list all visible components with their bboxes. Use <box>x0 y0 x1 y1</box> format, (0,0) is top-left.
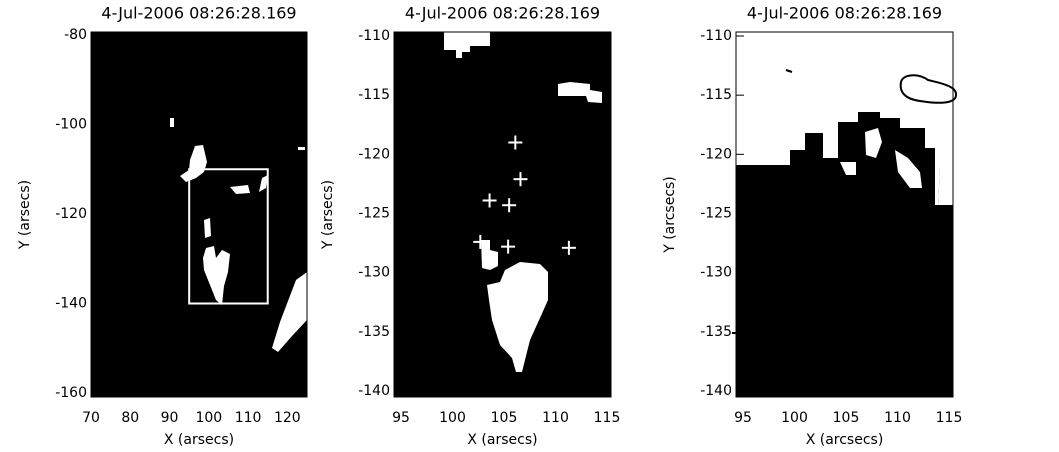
x-tick-label: 105 <box>491 410 518 426</box>
y-tick-label: -120 <box>358 146 390 162</box>
x-axis-label: X (arsecs) <box>467 432 537 448</box>
x-tick-label: 105 <box>833 410 860 426</box>
zoom-box <box>188 168 269 305</box>
cross-marker <box>501 239 516 254</box>
cross-marker <box>508 135 523 150</box>
y-tick-label: -135 <box>358 324 390 340</box>
x-tick-label: 115 <box>936 410 963 426</box>
frame <box>393 31 612 398</box>
y-tick-label: -125 <box>358 206 390 222</box>
y-tick-label: -130 <box>700 265 732 281</box>
y-tick-label: -130 <box>358 265 390 281</box>
y-axis-label: Y (arcsecs) <box>662 176 678 254</box>
x-tick-label: 95 <box>734 410 752 426</box>
chart-title: 4-Jul-2006 08:26:28.169 <box>101 4 296 23</box>
image-2 <box>394 32 637 397</box>
cross-marker <box>513 172 528 187</box>
y-tick-label: -135 <box>700 324 732 340</box>
x-tick-label: 115 <box>594 410 621 426</box>
x-tick-label: 110 <box>884 410 911 426</box>
frame <box>735 31 954 398</box>
x-tick-label: 100 <box>439 410 466 426</box>
y-tick-label: -140 <box>358 383 390 399</box>
y-tick-label: -80 <box>64 27 87 43</box>
x-tick-label: 100 <box>195 410 222 426</box>
x-tick-label: 70 <box>82 410 100 426</box>
cross-marker <box>473 234 488 249</box>
cross-marker <box>482 193 497 208</box>
y-tick-label: -140 <box>700 383 732 399</box>
y-tick-label: -125 <box>700 206 732 222</box>
y-tick-label: -110 <box>700 28 732 44</box>
y-tick-label: -100 <box>55 117 87 133</box>
x-axis-label: X (arcsecs) <box>806 432 884 448</box>
cross-marker <box>561 240 576 255</box>
image-1 <box>91 32 307 397</box>
chart-title: 4-Jul-2006 08:26:28.169 <box>405 4 600 23</box>
y-tick-label: -115 <box>700 87 732 103</box>
y-axis-label: Y (arsecs) <box>17 180 33 250</box>
y-tick-label: -110 <box>358 28 390 44</box>
y-tick-label: -120 <box>55 206 87 222</box>
y-tick-label: -120 <box>700 146 732 162</box>
cross-marker <box>502 198 517 213</box>
x-tick-label: 90 <box>161 410 179 426</box>
x-tick-label: 120 <box>274 410 301 426</box>
y-tick-label: -115 <box>358 87 390 103</box>
y-tick-label: -140 <box>55 296 87 312</box>
y-axis-label: Y (arsecs) <box>320 180 336 250</box>
y-tick-label: -160 <box>55 385 87 401</box>
x-tick-label: 80 <box>121 410 139 426</box>
chart-title: 4-Jul-2006 08:26:28.169 <box>747 4 942 23</box>
x-tick-label: 100 <box>781 410 808 426</box>
image-3 <box>732 32 957 397</box>
x-tick-label: 95 <box>392 410 410 426</box>
x-tick-label: 110 <box>235 410 262 426</box>
x-axis-label: X (arsecs) <box>164 432 234 448</box>
x-tick-label: 110 <box>542 410 569 426</box>
